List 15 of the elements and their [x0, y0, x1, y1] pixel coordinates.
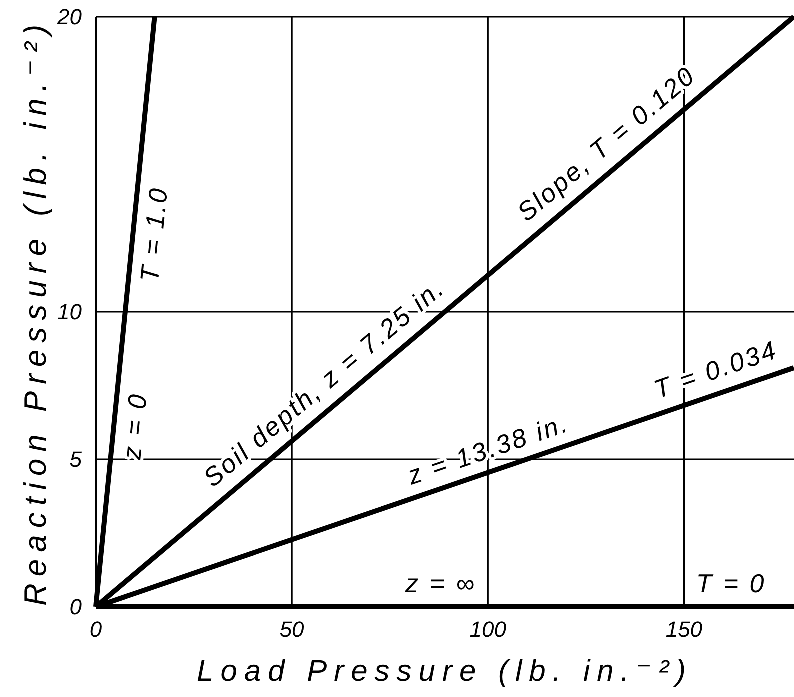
y-tick-label: 0	[70, 594, 83, 620]
x-axis-title: Load Pressure (lb. in.⁻²)	[197, 655, 693, 688]
x-tick-label: 150	[666, 617, 704, 642]
annotation: z = 0	[116, 391, 154, 462]
annotation: T = 0	[696, 568, 766, 599]
x-tick-label: 50	[280, 617, 306, 642]
y-tick-label: 5	[70, 447, 83, 472]
annotation: z = 13.38 in.	[402, 408, 573, 492]
x-tick-label: 0	[90, 617, 103, 642]
y-tick-label: 10	[58, 300, 83, 325]
x-tick-label: 100	[470, 617, 508, 642]
y-tick-label: 20	[56, 4, 83, 30]
annotation: T = 1.0	[134, 185, 174, 284]
annotation: z = ∞	[404, 568, 477, 599]
y-axis-title: Reaction Pressure (lb. in.⁻²)	[18, 18, 53, 606]
